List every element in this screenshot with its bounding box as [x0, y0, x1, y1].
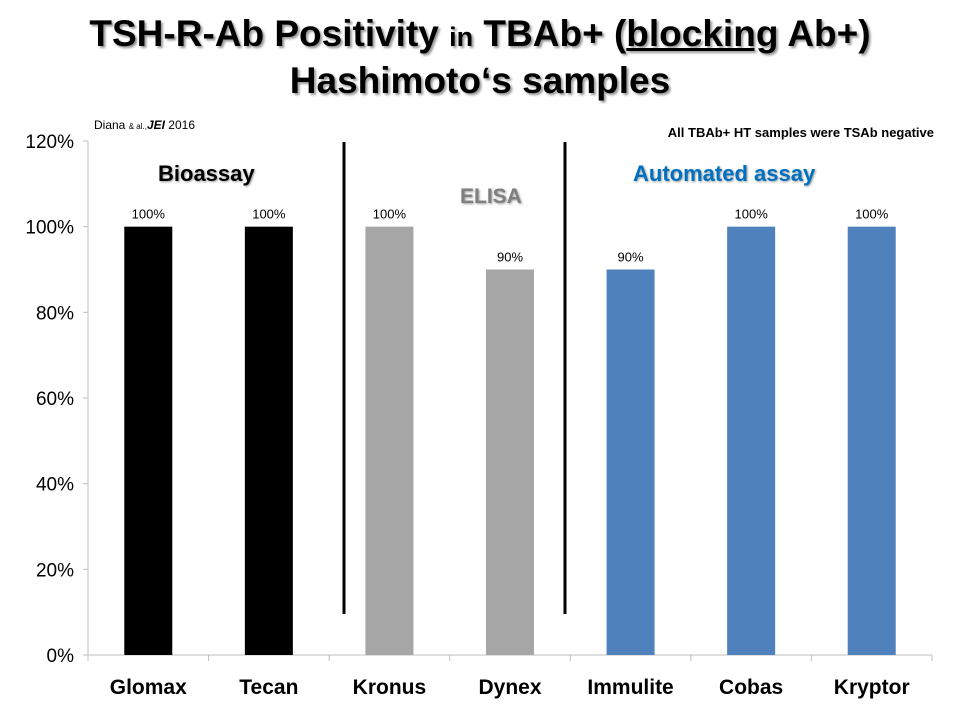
y-tick-label: 60%	[36, 389, 74, 410]
x-tick-label: Tecan	[239, 676, 298, 699]
citation: Diana & al.,JEI 2016	[94, 118, 195, 132]
group-label-automated: Automated assay	[633, 161, 816, 186]
bar-dynex	[486, 269, 534, 655]
data-label: 100%	[132, 207, 166, 222]
bar-kronus	[365, 226, 414, 655]
y-tick-label: 120%	[25, 132, 74, 153]
data-label: 100%	[735, 207, 769, 222]
y-tick-label: 100%	[25, 218, 74, 239]
note: All TBAb+ HT samples were TSAb negative	[667, 125, 934, 140]
x-tick-label: Dynex	[478, 676, 541, 699]
bar-cobas	[727, 226, 776, 655]
chart-title-line2: Hashimoto‘s samples	[289, 60, 671, 101]
x-tick-label: Kronus	[353, 676, 427, 699]
x-tick-label: Kryptor	[834, 676, 910, 699]
y-tick-label: 40%	[36, 475, 74, 496]
chart-title-line1: TSH-R-Ab Positivity in TBAb+ (blocking A…	[89, 13, 871, 54]
x-tick-label: Glomax	[110, 676, 187, 699]
bar-immulite	[606, 269, 655, 655]
bar-glomax	[124, 226, 173, 655]
y-tick-label: 80%	[36, 303, 74, 324]
data-label: 90%	[497, 250, 523, 265]
data-label: 100%	[373, 207, 407, 222]
x-tick-label: Immulite	[587, 676, 673, 699]
data-label: 100%	[855, 207, 889, 222]
bar-kryptor	[847, 226, 896, 655]
data-label: 100%	[252, 207, 286, 222]
data-label: 90%	[618, 250, 644, 265]
y-tick-label: 20%	[36, 560, 74, 581]
x-tick-label: Cobas	[719, 676, 783, 699]
group-label-elisa: ELISA	[460, 185, 522, 208]
bar-tecan	[244, 226, 293, 655]
group-label-bioassay: Bioassay	[158, 161, 255, 186]
y-tick-label: 0%	[47, 646, 75, 667]
